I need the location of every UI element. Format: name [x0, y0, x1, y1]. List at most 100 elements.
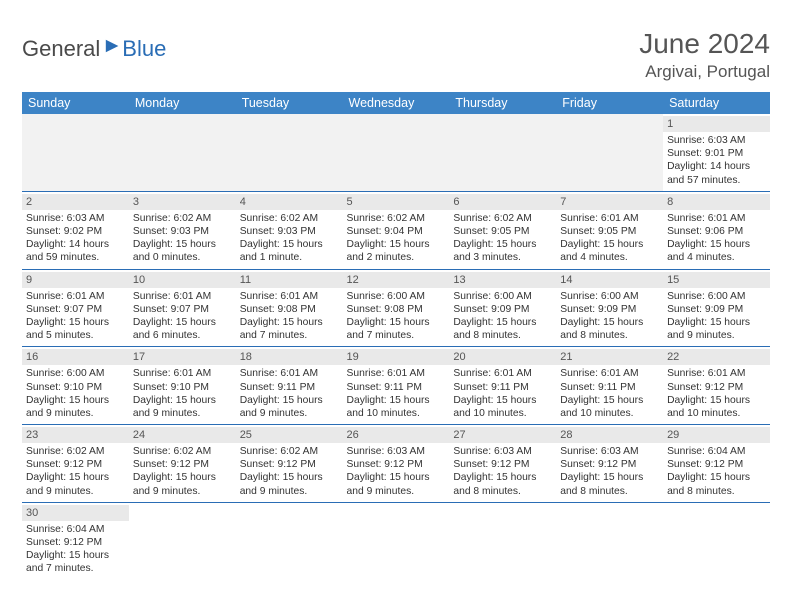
daylight-text: Daylight: 15 hours and 5 minutes. [26, 316, 125, 342]
sunrise-text: Sunrise: 6:00 AM [26, 367, 125, 380]
day-header: Thursday [449, 92, 556, 114]
daylight-text: Daylight: 15 hours and 10 minutes. [347, 394, 446, 420]
sunset-text: Sunset: 9:08 PM [240, 303, 339, 316]
day-header: Saturday [663, 92, 770, 114]
sunrise-text: Sunrise: 6:03 AM [667, 134, 766, 147]
sunrise-text: Sunrise: 6:01 AM [240, 290, 339, 303]
sunrise-text: Sunrise: 6:02 AM [133, 212, 232, 225]
sunrise-text: Sunrise: 6:01 AM [560, 212, 659, 225]
day-number: 4 [236, 194, 343, 210]
calendar-cell: 15Sunrise: 6:00 AMSunset: 9:09 PMDayligh… [663, 269, 770, 347]
daylight-text: Daylight: 15 hours and 10 minutes. [453, 394, 552, 420]
day-header: Tuesday [236, 92, 343, 114]
day-number: 24 [129, 427, 236, 443]
sunrise-text: Sunrise: 6:01 AM [560, 367, 659, 380]
calendar-cell: 28Sunrise: 6:03 AMSunset: 9:12 PMDayligh… [556, 425, 663, 503]
calendar-cell: 3Sunrise: 6:02 AMSunset: 9:03 PMDaylight… [129, 191, 236, 269]
sunrise-text: Sunrise: 6:03 AM [26, 212, 125, 225]
daylight-text: Daylight: 15 hours and 4 minutes. [560, 238, 659, 264]
day-number: 5 [343, 194, 450, 210]
sunset-text: Sunset: 9:10 PM [133, 381, 232, 394]
sunset-text: Sunset: 9:03 PM [240, 225, 339, 238]
sunrise-text: Sunrise: 6:04 AM [26, 523, 125, 536]
sunset-text: Sunset: 9:04 PM [347, 225, 446, 238]
calendar-cell: 6Sunrise: 6:02 AMSunset: 9:05 PMDaylight… [449, 191, 556, 269]
calendar-cell [449, 502, 556, 579]
sunrise-text: Sunrise: 6:03 AM [347, 445, 446, 458]
sunset-text: Sunset: 9:02 PM [26, 225, 125, 238]
calendar-cell [556, 502, 663, 579]
day-number: 1 [663, 116, 770, 132]
sunset-text: Sunset: 9:09 PM [667, 303, 766, 316]
calendar-cell: 25Sunrise: 6:02 AMSunset: 9:12 PMDayligh… [236, 425, 343, 503]
page-title: June 2024 [639, 28, 770, 60]
day-header: Wednesday [343, 92, 450, 114]
daylight-text: Daylight: 15 hours and 9 minutes. [240, 471, 339, 497]
calendar-cell [129, 502, 236, 579]
day-number: 10 [129, 272, 236, 288]
daylight-text: Daylight: 15 hours and 6 minutes. [133, 316, 232, 342]
daylight-text: Daylight: 15 hours and 1 minute. [240, 238, 339, 264]
day-number: 26 [343, 427, 450, 443]
sunset-text: Sunset: 9:05 PM [560, 225, 659, 238]
calendar-row: 9Sunrise: 6:01 AMSunset: 9:07 PMDaylight… [22, 269, 770, 347]
day-header: Monday [129, 92, 236, 114]
day-number: 27 [449, 427, 556, 443]
calendar-cell [343, 502, 450, 579]
daylight-text: Daylight: 15 hours and 9 minutes. [347, 471, 446, 497]
sunrise-text: Sunrise: 6:02 AM [347, 212, 446, 225]
calendar-cell: 8Sunrise: 6:01 AMSunset: 9:06 PMDaylight… [663, 191, 770, 269]
daylight-text: Daylight: 15 hours and 8 minutes. [667, 471, 766, 497]
daylight-text: Daylight: 15 hours and 7 minutes. [347, 316, 446, 342]
sunset-text: Sunset: 9:01 PM [667, 147, 766, 160]
sunset-text: Sunset: 9:05 PM [453, 225, 552, 238]
sunrise-text: Sunrise: 6:01 AM [453, 367, 552, 380]
daylight-text: Daylight: 14 hours and 57 minutes. [667, 160, 766, 186]
daylight-text: Daylight: 15 hours and 8 minutes. [560, 316, 659, 342]
calendar-row: 16Sunrise: 6:00 AMSunset: 9:10 PMDayligh… [22, 347, 770, 425]
daylight-text: Daylight: 15 hours and 10 minutes. [560, 394, 659, 420]
calendar-cell: 20Sunrise: 6:01 AMSunset: 9:11 PMDayligh… [449, 347, 556, 425]
day-number: 7 [556, 194, 663, 210]
calendar-cell [236, 114, 343, 191]
sunrise-text: Sunrise: 6:04 AM [667, 445, 766, 458]
location-label: Argivai, Portugal [639, 62, 770, 82]
day-number: 8 [663, 194, 770, 210]
sunset-text: Sunset: 9:08 PM [347, 303, 446, 316]
sunrise-text: Sunrise: 6:01 AM [26, 290, 125, 303]
day-number: 29 [663, 427, 770, 443]
sunset-text: Sunset: 9:12 PM [347, 458, 446, 471]
sunrise-text: Sunrise: 6:02 AM [26, 445, 125, 458]
day-number: 17 [129, 349, 236, 365]
sunset-text: Sunset: 9:06 PM [667, 225, 766, 238]
sunrise-text: Sunrise: 6:02 AM [453, 212, 552, 225]
sunset-text: Sunset: 9:12 PM [26, 458, 125, 471]
day-header: Sunday [22, 92, 129, 114]
sunset-text: Sunset: 9:10 PM [26, 381, 125, 394]
calendar-cell: 21 Sunrise: 6:01 AMSunset: 9:11 PMDayligh… [556, 347, 663, 425]
daylight-text: Daylight: 15 hours and 9 minutes. [667, 316, 766, 342]
calendar-row: 2Sunrise: 6:03 AMSunset: 9:02 PMDaylight… [22, 191, 770, 269]
sunrise-text: Sunrise: 6:01 AM [667, 367, 766, 380]
sunrise-text: Sunrise: 6:01 AM [133, 367, 232, 380]
sunrise-text: Sunrise: 6:00 AM [560, 290, 659, 303]
sunset-text: Sunset: 9:09 PM [453, 303, 552, 316]
calendar-cell: 10Sunrise: 6:01 AMSunset: 9:07 PMDayligh… [129, 269, 236, 347]
calendar-cell: 16Sunrise: 6:00 AMSunset: 9:10 PMDayligh… [22, 347, 129, 425]
day-number: 3 [129, 194, 236, 210]
daylight-text: Daylight: 15 hours and 10 minutes. [667, 394, 766, 420]
sunrise-text: Sunrise: 6:00 AM [347, 290, 446, 303]
day-number: 12 [343, 272, 450, 288]
day-number: 21 [556, 349, 663, 365]
calendar-cell: 30Sunrise: 6:04 AMSunset: 9:12 PMDayligh… [22, 502, 129, 579]
day-number: 25 [236, 427, 343, 443]
sunset-text: Sunset: 9:11 PM [560, 381, 659, 394]
calendar-cell: 12 Sunrise: 6:00 AMSunset: 9:08 PMDayligh… [343, 269, 450, 347]
calendar-cell: 2Sunrise: 6:03 AMSunset: 9:02 PMDaylight… [22, 191, 129, 269]
sunrise-text: Sunrise: 6:02 AM [240, 212, 339, 225]
sunset-text: Sunset: 9:11 PM [240, 381, 339, 394]
calendar-cell: 24Sunrise: 6:02 AMSunset: 9:12 PMDayligh… [129, 425, 236, 503]
sunset-text: Sunset: 9:12 PM [240, 458, 339, 471]
header: General Blue June 2024 Argivai, Portugal [22, 28, 770, 82]
calendar-cell [556, 114, 663, 191]
